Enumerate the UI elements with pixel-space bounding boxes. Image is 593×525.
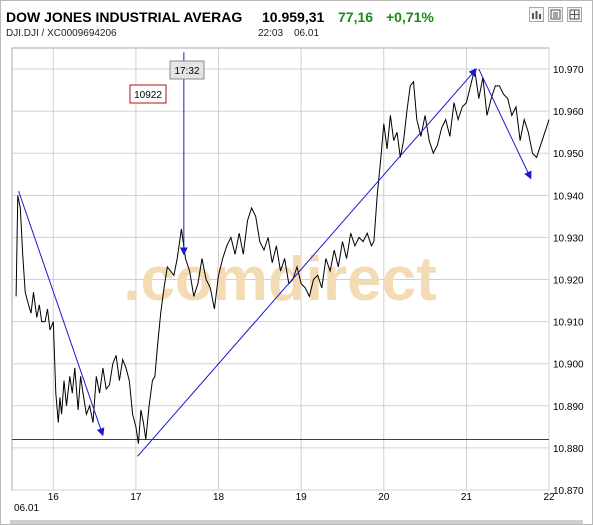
y-tick-label: 10.920 [553, 276, 584, 287]
x-tick-label: 22 [543, 492, 555, 503]
trend-arrow [137, 68, 477, 457]
last-price: 10.959,31 [262, 9, 325, 25]
date-label: 06.01 [14, 503, 39, 514]
y-tick-label: 10.890 [553, 402, 584, 413]
y-tick-label: 10.910 [553, 318, 584, 329]
time-label-text: 17:32 [174, 66, 199, 77]
x-tick-label: 21 [461, 492, 473, 503]
quote-date: 06.01 [294, 28, 320, 39]
y-tick-label: 10.880 [553, 444, 584, 455]
bar-chart-icon [532, 11, 541, 19]
trend-arrow [478, 68, 532, 180]
instrument-name: DOW JONES INDUSTRIAL AVERAG [6, 9, 243, 25]
change-absolute: 77,16 [338, 9, 374, 25]
y-tick-label: 10.960 [553, 107, 584, 118]
quote-time: 22:03 [258, 28, 284, 39]
horizontal-scrollbar[interactable] [10, 520, 583, 524]
y-tick-label: 10.940 [553, 191, 584, 202]
y-tick-label: 10.870 [553, 486, 584, 497]
news-icon [550, 9, 561, 20]
symbol-isin: DJI.DJI / XC0009694206 [6, 28, 117, 39]
x-tick-label: 20 [378, 492, 390, 503]
price-label-text: 10922 [134, 90, 162, 101]
time-label-box [169, 60, 205, 80]
trend-arrow [18, 190, 105, 437]
chart-type-button[interactable] [529, 7, 544, 22]
price-series-line [15, 68, 550, 444]
settings-button[interactable] [567, 7, 582, 22]
quote-header: DOW JONES INDUSTRIAL AVERAG 10.959,31 77… [0, 0, 593, 44]
watermark-text: .comdirect [123, 245, 437, 314]
y-tick-label: 10.950 [553, 149, 584, 160]
y-tick-label: 10.970 [553, 65, 584, 76]
news-button[interactable] [548, 7, 563, 22]
price-label-box [129, 84, 167, 104]
x-tick-label: 16 [48, 492, 60, 503]
x-tick-label: 19 [296, 492, 308, 503]
y-tick-label: 10.930 [553, 233, 584, 244]
change-percent: +0,71% [386, 9, 434, 25]
x-tick-label: 18 [213, 492, 225, 503]
x-tick-label: 17 [130, 492, 142, 503]
y-tick-label: 10.900 [553, 360, 584, 371]
grid-settings-icon [569, 9, 580, 20]
